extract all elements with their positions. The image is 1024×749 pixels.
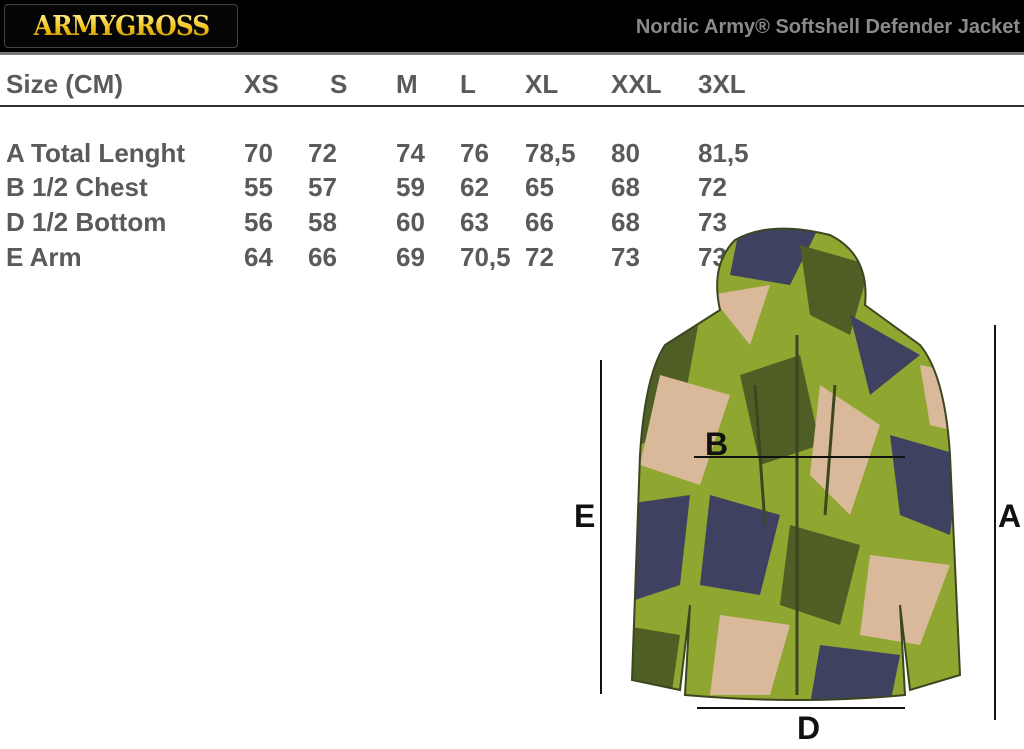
table-cell: 66 — [525, 207, 554, 237]
table-cell: 57 — [308, 172, 337, 202]
table-cell: 59 — [396, 172, 425, 202]
size-column-header: M — [396, 69, 418, 99]
table-cell: 55 — [244, 172, 273, 202]
table-cell: 70 — [244, 138, 273, 168]
table-cell: 72 — [698, 172, 727, 202]
size-column-header: 3XL — [698, 69, 746, 99]
table-cell: 74 — [396, 138, 425, 168]
armygross-logo: ARMYGROSS — [4, 4, 238, 48]
size-column-header: S — [330, 69, 348, 99]
product-title: Nordic Army® Softshell Defender Jacket — [635, 16, 1020, 38]
camo-pattern — [632, 228, 960, 700]
measure-line-d — [697, 707, 905, 709]
table-cell: 73 — [698, 207, 727, 237]
header-divider — [0, 105, 1024, 107]
label-d: D — [797, 710, 821, 746]
measure-line-e — [600, 360, 602, 694]
table-cell: 69 — [396, 242, 425, 272]
table-cell: 64 — [244, 242, 273, 272]
table-cell: 66 — [308, 242, 337, 272]
row-label: B 1/2 Chest — [6, 172, 148, 202]
table-cell: 80 — [611, 138, 640, 168]
size-column-header: XL — [525, 69, 559, 99]
table-cell: 76 — [460, 138, 489, 168]
table-cell: 72 — [308, 138, 337, 168]
jacket-image — [630, 227, 962, 701]
table-cell: 60 — [396, 207, 425, 237]
row-label: E Arm — [6, 242, 82, 272]
label-e: E — [574, 498, 596, 534]
row-label: A Total Lenght — [6, 138, 186, 168]
table-cell: 72 — [525, 242, 554, 272]
table-cell: 62 — [460, 172, 489, 202]
table-cell: 58 — [308, 207, 337, 237]
table-cell: 70,5 — [460, 242, 511, 272]
measure-line-a — [994, 325, 996, 720]
measure-line-b — [694, 456, 905, 458]
row-label: D 1/2 Bottom — [6, 207, 167, 237]
size-column-header: XXL — [611, 69, 662, 99]
table-cell: 73 — [611, 242, 640, 272]
table-cell: 81,5 — [698, 138, 749, 168]
size-header-label: Size (CM) — [6, 69, 123, 99]
label-a: A — [998, 498, 1022, 534]
table-cell: 78,5 — [525, 138, 576, 168]
header-bar: ARMYGROSS Nordic Army® Softshell Defende… — [0, 0, 1024, 55]
table-cell: 68 — [611, 172, 640, 202]
table-cell: 68 — [611, 207, 640, 237]
label-b: B — [705, 426, 729, 462]
table-cell: 56 — [244, 207, 273, 237]
logo-text: ARMYGROSS — [33, 10, 210, 42]
size-column-header: L — [460, 69, 476, 99]
table-cell: 65 — [525, 172, 554, 202]
table-cell: 63 — [460, 207, 489, 237]
size-column-header: XS — [244, 69, 279, 99]
